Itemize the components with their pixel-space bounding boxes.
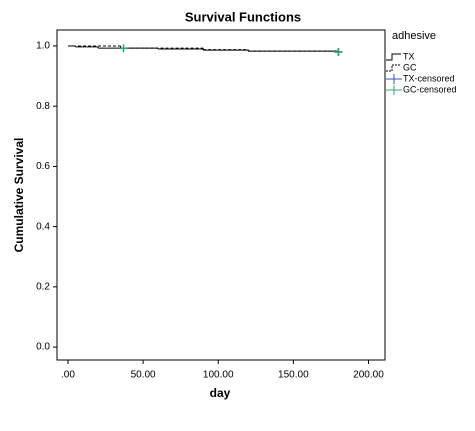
y-tick-label: 0.2 (36, 281, 50, 292)
y-tick-label: 0.6 (36, 161, 50, 172)
x-axis-label: day (210, 386, 231, 400)
x-tick-label: 50.00 (131, 370, 156, 381)
legend-symbol (386, 64, 401, 72)
y-tick-label: 0.0 (36, 342, 50, 353)
plot-frame (56, 29, 386, 361)
y-tick-label: 0.4 (36, 221, 50, 232)
legend-symbol (386, 53, 401, 61)
x-tick-label: .00 (61, 370, 75, 381)
chart-title: Survival Functions (185, 9, 301, 24)
legend-label: GC (403, 62, 417, 72)
y-tick-label: 0.8 (36, 101, 50, 112)
y-tick-label: 1.0 (36, 41, 50, 52)
legend-label: TX (403, 51, 415, 61)
x-tick-label: 100.00 (203, 370, 234, 381)
legend-label: GC-censored (403, 84, 457, 94)
x-tick-label: 200.00 (353, 370, 384, 381)
legend-label: TX-censored (403, 73, 455, 83)
legend-title: adhesive (392, 30, 436, 42)
x-tick-label: 150.00 (278, 370, 309, 381)
y-axis-label: Cumulative Survival (12, 138, 26, 253)
